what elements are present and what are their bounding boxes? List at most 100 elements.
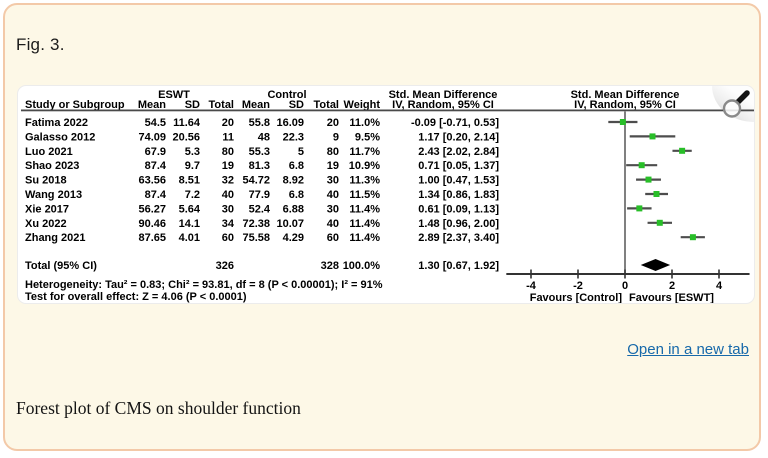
study-ci-text: 0.71 [0.05, 1.37] <box>418 160 499 172</box>
effect-marker <box>636 205 643 212</box>
study-cell: 55.8 <box>249 117 270 129</box>
total-control-n: 328 <box>321 260 339 272</box>
study-cell: 48 <box>258 131 270 143</box>
effect-marker <box>653 191 660 197</box>
study-cell: 6.8 <box>289 189 304 201</box>
heterogeneity-text: Heterogeneity: Tau² = 0.83; Chi² = 93.81… <box>25 279 383 291</box>
forest-plot-svg: ESWT Control Std. Mean Difference Std. Mean… <box>21 89 754 304</box>
axis-tick-label: -2 <box>573 280 583 292</box>
study-cell: 11.0% <box>349 117 380 129</box>
total-label: Total (95% CI) <box>25 260 97 272</box>
magnifier-handle <box>735 90 750 105</box>
col-header-method-text: IV, Random, 95% CI <box>392 99 494 111</box>
study-cell: 55.3 <box>249 146 270 158</box>
study-cell: 4.29 <box>283 232 304 244</box>
axis-tick-label: 0 <box>622 280 628 292</box>
col-header: SD <box>185 99 200 111</box>
study-name: Xu 2022 <box>25 218 67 230</box>
study-cell: 63.56 <box>138 175 166 187</box>
study-cell: 7.2 <box>185 189 200 201</box>
effect-marker <box>645 176 652 183</box>
axis-tick-label: -4 <box>526 280 537 292</box>
effect-marker <box>619 119 626 125</box>
col-header-method-plot: IV, Random, 95% CI <box>574 99 676 111</box>
study-cell: 5 <box>298 146 304 158</box>
group-header-experimental: ESWT <box>158 89 190 101</box>
col-header: Mean <box>242 99 270 111</box>
study-cell: 11.4% <box>349 232 380 244</box>
effect-marker <box>689 234 696 241</box>
study-cell: 30 <box>327 175 339 187</box>
study-cell: 19 <box>327 160 339 172</box>
study-cell: 11.4% <box>349 218 380 230</box>
magnifier-lens <box>722 99 742 118</box>
study-cell: 6.88 <box>283 203 304 215</box>
study-cell: 20 <box>327 117 339 129</box>
study-cell: 30 <box>327 203 339 215</box>
study-cell: 11.5% <box>349 189 380 201</box>
overall-effect-text: Test for overall effect: Z = 4.06 (P < 0… <box>25 291 247 303</box>
header-rule <box>21 109 754 112</box>
study-cell: 87.4 <box>145 189 167 201</box>
study-cell: 30 <box>222 203 234 215</box>
study-name: Xie 2017 <box>25 203 69 215</box>
study-cell: 20 <box>222 117 234 129</box>
study-cell: 19 <box>222 160 234 172</box>
study-name: Zhang 2021 <box>25 232 86 244</box>
study-cell: 9 <box>333 131 339 143</box>
col-header: Total <box>314 99 339 111</box>
study-cell: 75.58 <box>242 232 270 244</box>
study-cell: 11 <box>222 131 234 143</box>
axis-tick-label: 2 <box>669 280 675 292</box>
study-cell: 60 <box>327 232 339 244</box>
total-weight: 100.0% <box>343 260 381 272</box>
group-header-control: Control <box>267 89 306 101</box>
study-cell: 16.09 <box>276 117 304 129</box>
effect-marker <box>649 133 656 140</box>
study-cell: 14.1 <box>179 218 200 230</box>
study-ci-text: 1.17 [0.20, 2.14] <box>418 131 499 143</box>
total-ci-text: 1.30 [0.67, 1.92] <box>418 260 499 272</box>
study-cell: 56.27 <box>138 203 166 215</box>
study-ci-text: 1.34 [0.86, 1.83] <box>418 189 499 201</box>
study-cell: 72.38 <box>242 218 270 230</box>
study-cell: 52.4 <box>249 203 271 215</box>
col-header: Mean <box>138 99 166 111</box>
magnifier-icon[interactable] <box>719 89 751 121</box>
study-name: Fatima 2022 <box>25 117 88 129</box>
open-in-new-tab-link[interactable]: Open in a new tab <box>627 341 749 358</box>
study-cell: 8.92 <box>283 175 304 187</box>
effect-marker <box>656 219 663 226</box>
study-cell: 40 <box>327 189 339 201</box>
study-cell: 40 <box>327 218 339 230</box>
col-header: Weight <box>344 99 381 111</box>
col-header: SD <box>289 99 304 111</box>
col-header: Total <box>209 99 234 111</box>
forest-plot-figure[interactable]: ESWT Control Std. Mean Difference Std. Mean… <box>17 85 755 304</box>
study-cell: 5.3 <box>185 146 200 158</box>
study-name: Luo 2021 <box>25 146 73 158</box>
axis-tick-label: 4 <box>716 280 723 292</box>
study-cell: 11.64 <box>173 117 201 129</box>
figure-viewer-page: Fig. 3. ESWT Control Std. Mean Difference S… <box>3 3 761 451</box>
study-cell: 40 <box>222 189 234 201</box>
study-name: Wang 2013 <box>25 189 82 201</box>
effect-title-plot-column: Std. Mean Difference <box>571 89 680 101</box>
study-ci-text: 0.61 [0.09, 1.13] <box>418 203 499 215</box>
study-cell: 22.3 <box>283 131 304 143</box>
favours-eswt-label: Favours [ESWT] <box>629 292 714 304</box>
study-cell: 32 <box>222 175 234 187</box>
study-cell: 74.09 <box>138 131 166 143</box>
study-name: Shao 2023 <box>25 160 79 172</box>
study-cell: 9.7 <box>185 160 200 172</box>
study-cell: 34 <box>222 218 235 230</box>
study-cell: 81.3 <box>249 160 270 172</box>
total-experimental-n: 326 <box>216 260 234 272</box>
study-cell: 77.9 <box>249 189 270 201</box>
effect-marker <box>638 162 645 169</box>
favours-control-label: Favours [Control] <box>530 292 623 304</box>
study-cell: 80 <box>222 146 234 158</box>
study-cell: 54.72 <box>242 175 270 187</box>
study-cell: 87.4 <box>145 160 167 172</box>
study-cell: 11.3% <box>349 175 380 187</box>
